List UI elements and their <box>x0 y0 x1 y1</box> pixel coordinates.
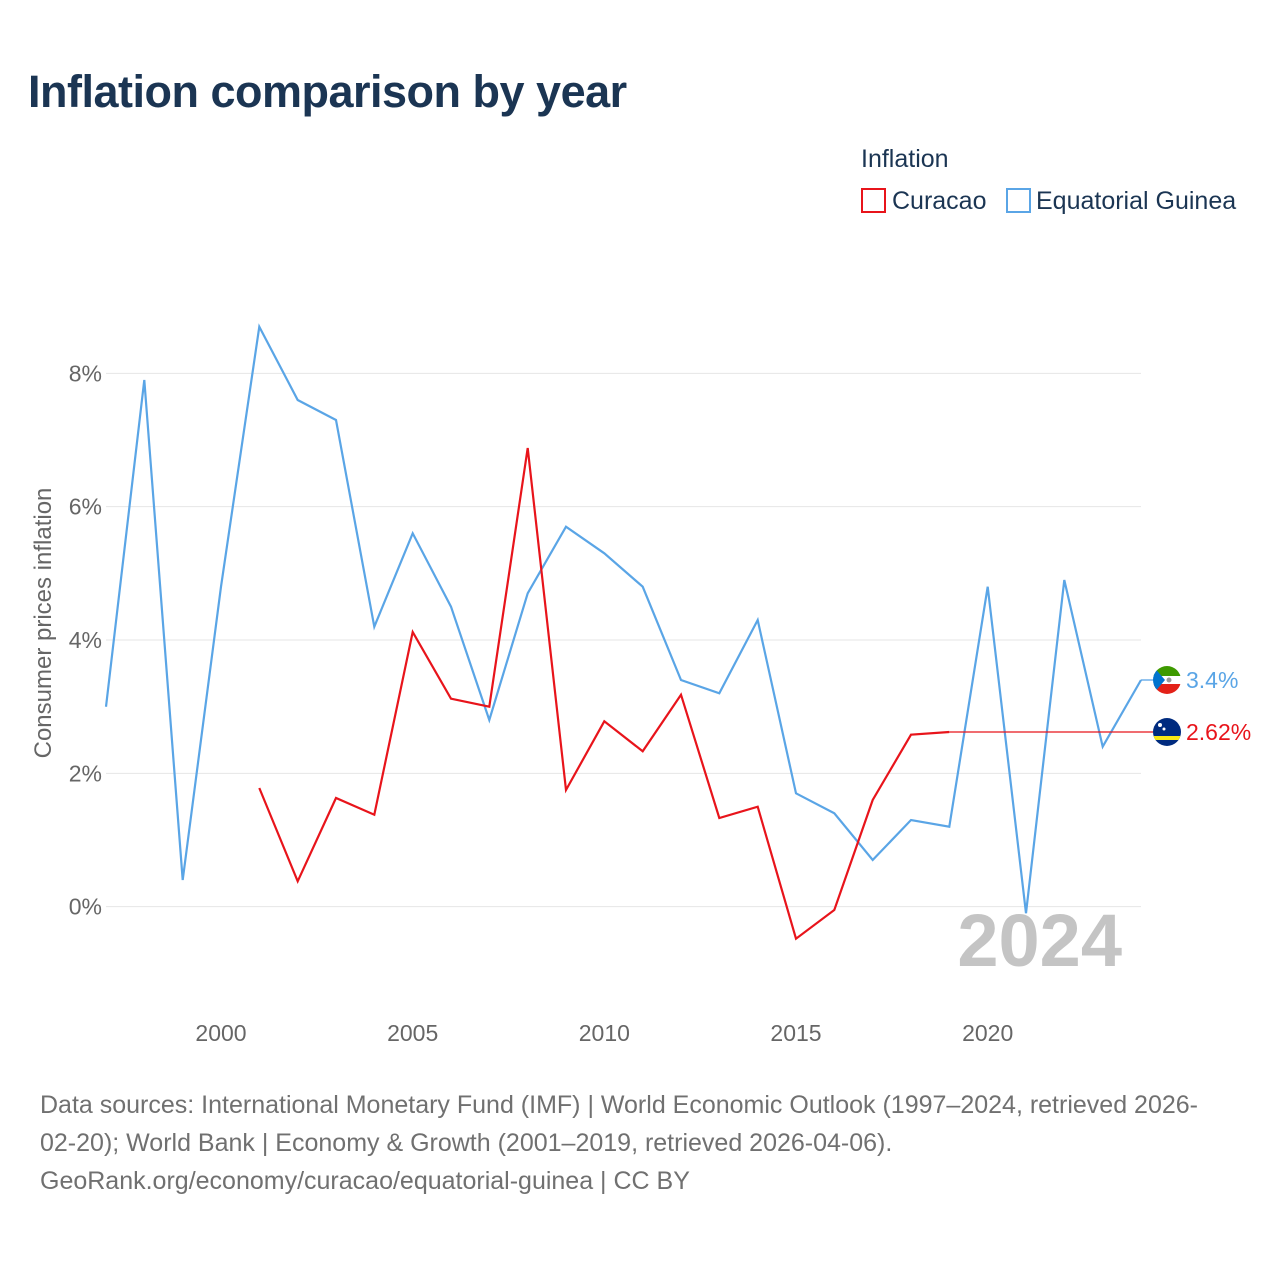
legend-label-equatorial-guinea: Equatorial Guinea <box>1036 187 1236 215</box>
flag-star <box>1162 727 1166 731</box>
x-tick-label: 2015 <box>770 1020 821 1046</box>
end-markers: 3.4% 2.62% <box>1153 666 1251 746</box>
flag-stripe <box>1153 666 1181 676</box>
chart-title: Inflation comparison by year <box>28 66 627 117</box>
series-line-equatorial-guinea <box>104 323 1142 914</box>
legend-swatch-curacao <box>861 188 886 213</box>
y-tick-label: 8% <box>69 360 102 386</box>
legend-swatch-equatorial-guinea <box>1006 188 1031 213</box>
flag-field <box>1153 718 1181 746</box>
flag-stripe <box>1153 684 1181 694</box>
legend-title: Inflation <box>861 145 949 173</box>
legend: Inflation Curacao Equatorial Guinea <box>861 145 1236 215</box>
flag-equatorial-guinea-icon <box>1153 666 1181 694</box>
footer-attribution: GeoRank.org/economy/curacao/equatorial-g… <box>40 1167 690 1195</box>
x-axis-ticks: 2000 2005 2010 2015 2020 <box>195 1020 1013 1046</box>
y-tick-label: 4% <box>69 627 102 653</box>
x-tick-label: 2005 <box>387 1020 438 1046</box>
footer: Data sources: International Monetary Fun… <box>40 1086 1250 1200</box>
series-lines <box>104 323 1153 941</box>
x-tick-label: 2010 <box>579 1020 630 1046</box>
chart: 0% 2% 4% 6% 8% 2000 2005 2010 2015 2020 Consumer… <box>30 145 1251 1046</box>
x-tick-label: 2020 <box>962 1020 1013 1046</box>
y-axis-ticks: 0% 2% 4% 6% 8% <box>69 360 102 919</box>
y-tick-label: 6% <box>69 494 102 520</box>
flag-emblem <box>1166 677 1172 683</box>
legend-item-equatorial-guinea[interactable]: Equatorial Guinea <box>1006 187 1236 215</box>
end-label-curacao: 2.62% <box>1186 719 1251 745</box>
grid <box>106 372 1141 908</box>
y-tick-label: 0% <box>69 894 102 920</box>
year-watermark: 2024 <box>957 899 1122 982</box>
series-line-curacao <box>258 447 950 941</box>
legend-item-curacao[interactable]: Curacao <box>861 187 987 215</box>
legend-label-curacao: Curacao <box>892 187 987 215</box>
flag-stripe <box>1153 736 1181 740</box>
x-tick-label: 2000 <box>195 1020 246 1046</box>
y-axis-label: Consumer prices inflation <box>30 488 57 759</box>
y-tick-label: 2% <box>69 760 102 786</box>
flag-curacao-icon <box>1153 718 1181 746</box>
footer-sources-line-2: 02-20); World Bank | Economy & Growth (2… <box>40 1129 893 1157</box>
footer-sources-line-1: Data sources: International Monetary Fun… <box>40 1091 1198 1119</box>
end-label-equatorial-guinea: 3.4% <box>1186 667 1238 693</box>
flag-star <box>1158 723 1162 727</box>
flag-triangle <box>1153 666 1165 694</box>
